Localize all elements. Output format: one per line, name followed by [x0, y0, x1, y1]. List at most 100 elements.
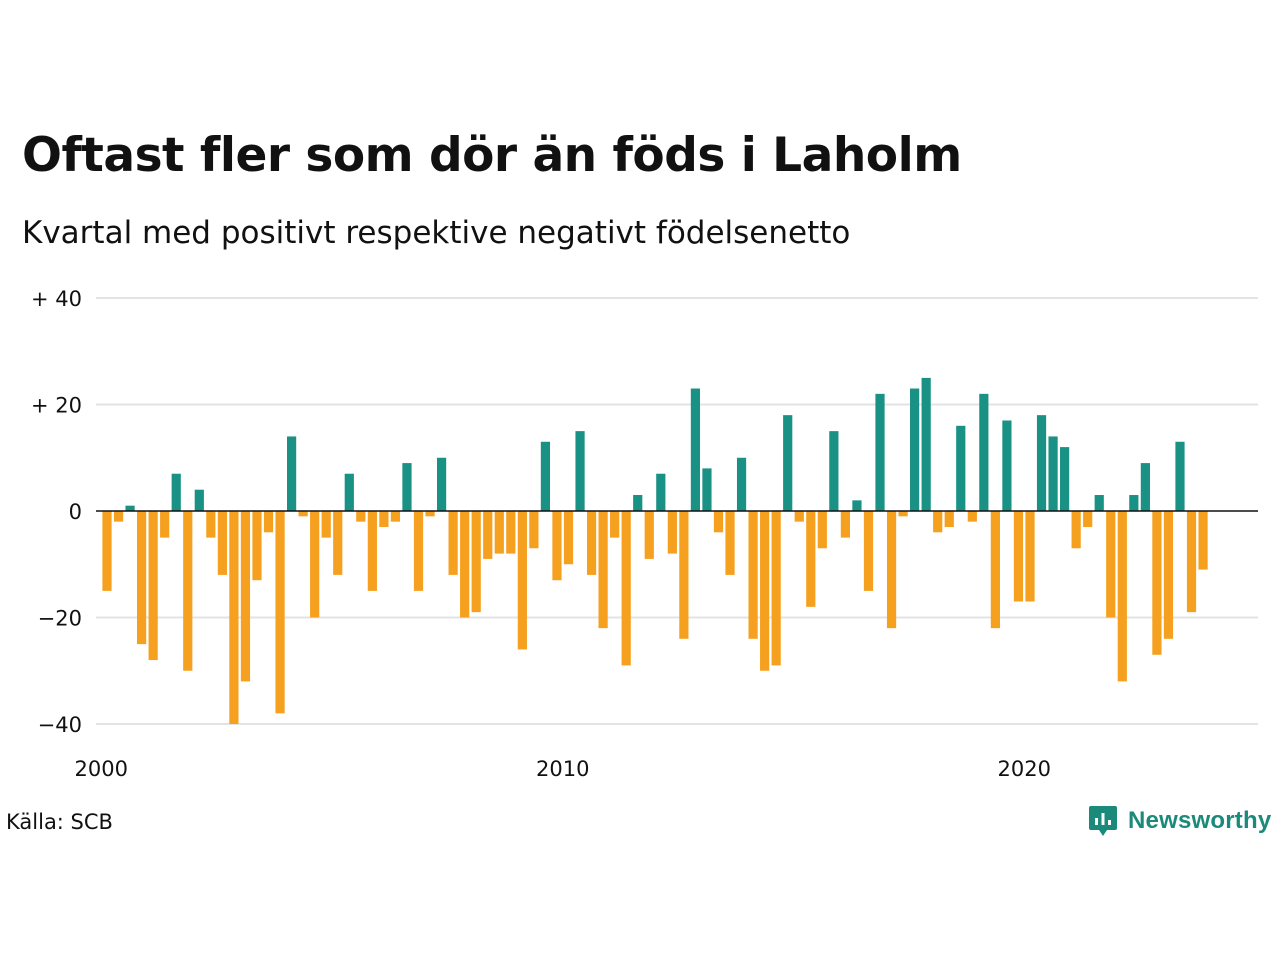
bar: [1117, 511, 1127, 682]
x-axis-ticks: 2000 2010 2020: [75, 757, 1051, 781]
bar: [621, 511, 631, 666]
bar: [944, 511, 954, 527]
bar: [817, 511, 827, 549]
bar: [390, 511, 401, 522]
bar: [1140, 463, 1150, 511]
bar: [252, 511, 262, 581]
bar: [229, 511, 239, 724]
y-tick-label: + 20: [31, 394, 82, 418]
bar: [356, 511, 366, 522]
bar: [863, 511, 874, 591]
bar: [633, 495, 643, 511]
bar: [298, 511, 308, 517]
bar: [275, 511, 285, 714]
bar: [333, 511, 343, 575]
bar: [344, 473, 354, 511]
gridlines: [96, 297, 1258, 725]
bar: [137, 511, 147, 645]
bar: [425, 511, 435, 517]
bar: [598, 511, 608, 629]
bar: [206, 511, 216, 538]
y-tick-label: −40: [38, 713, 82, 737]
bar: [160, 511, 170, 538]
y-tick-label: + 40: [31, 287, 82, 311]
bar: [644, 511, 654, 559]
chart-subtitle: Kvartal med positivt respektive negativt…: [22, 215, 851, 251]
bar: [794, 511, 804, 522]
y-axis-ticks: + 40 + 20 0 −20 −40: [31, 287, 82, 737]
bar: [1094, 495, 1104, 511]
bar: [933, 511, 943, 533]
bar: [806, 511, 816, 607]
bar: [656, 473, 666, 511]
bar: [886, 511, 897, 629]
bar: [1002, 420, 1012, 511]
bar: [783, 415, 793, 511]
bar: [713, 511, 724, 533]
bar: [517, 511, 527, 650]
bar: [690, 388, 701, 511]
bar: [829, 431, 839, 512]
bar: [402, 463, 412, 511]
bar: [1175, 441, 1185, 511]
bar: [990, 511, 1000, 629]
bar: [1071, 511, 1081, 549]
x-tick-label: 2020: [998, 757, 1051, 781]
bar: [1083, 511, 1093, 527]
bar: [506, 511, 516, 554]
bar: [898, 511, 908, 517]
bar: [956, 425, 966, 511]
bar: [875, 393, 885, 511]
bar: [771, 511, 781, 666]
bar: [563, 511, 574, 565]
bar: [413, 511, 424, 591]
bar: [967, 511, 977, 522]
bar: [529, 511, 539, 549]
brand-logo[interactable]: Newsworthy: [1088, 804, 1271, 838]
bar: [760, 511, 770, 671]
bar: [679, 511, 689, 639]
bar: [702, 468, 712, 511]
bar: [552, 511, 562, 581]
bar: [494, 511, 504, 554]
bar: [736, 457, 747, 511]
bar: [171, 473, 181, 511]
bar: [194, 489, 204, 511]
bar: [840, 511, 850, 538]
bar: [448, 511, 458, 575]
bar: [979, 393, 989, 511]
bar: [575, 431, 585, 512]
bar: [610, 511, 620, 538]
bar: [287, 436, 297, 511]
bar: [852, 500, 862, 511]
x-tick-label: 2010: [536, 757, 589, 781]
y-tick-label: 0: [69, 500, 82, 524]
bar: [1163, 511, 1174, 639]
bar: [1025, 511, 1035, 602]
newsworthy-logo-icon: [1089, 806, 1117, 836]
brand-name: Newsworthy: [1128, 807, 1272, 834]
bar-series: [102, 377, 1208, 724]
bar: [379, 511, 389, 527]
bar: [921, 377, 931, 512]
bar: [125, 505, 135, 511]
bar: [1106, 511, 1116, 618]
bar: [148, 511, 158, 661]
bar: [460, 511, 470, 618]
bar: [483, 511, 493, 559]
bar: [240, 511, 251, 682]
bar: [1060, 447, 1070, 511]
bar: [102, 511, 112, 591]
y-tick-label: −20: [38, 607, 82, 631]
bar: [1186, 511, 1197, 613]
bar: [540, 441, 551, 511]
bar: [910, 388, 920, 511]
bar: [1198, 511, 1208, 570]
chart-title: Oftast fler som dör än föds i Laholm: [22, 128, 962, 183]
x-tick-label: 2000: [75, 757, 128, 781]
bar: [367, 511, 377, 591]
bar: [436, 457, 447, 511]
bar: [113, 511, 124, 522]
bar: [1129, 495, 1139, 511]
